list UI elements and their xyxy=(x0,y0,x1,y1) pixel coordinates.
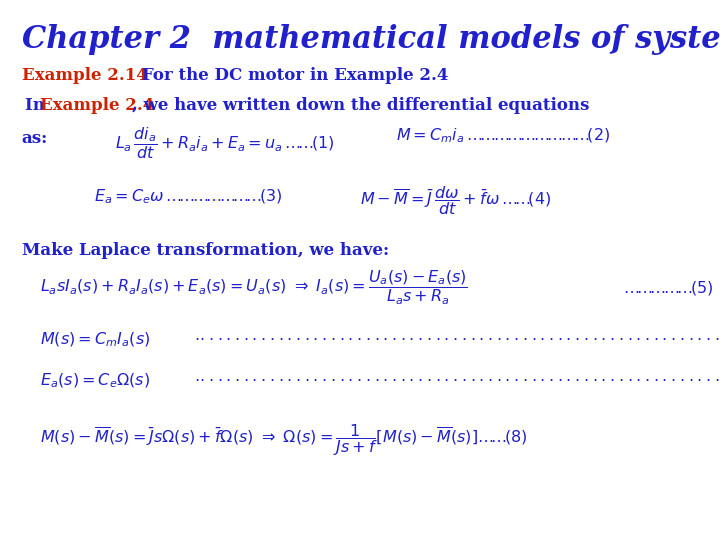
Text: $M=C_m i_a\,\ldots\!\ldots\!\ldots\!\ldots\!\ldots\!\ldots\!\ldots\!\ldots\!\ldo: $M=C_m i_a\,\ldots\!\ldots\!\ldots\!\ldo… xyxy=(396,127,611,145)
Text: Example 2.14: Example 2.14 xyxy=(22,68,148,84)
Text: $\ldots\!\ldots\!\ldots\!\ldots\!\ldots\!(5)$: $\ldots\!\ldots\!\ldots\!\ldots\!\ldots\… xyxy=(623,279,713,297)
Text: $M(s)=C_m I_a(s)$: $M(s)=C_m I_a(s)$ xyxy=(40,331,150,349)
Text: $E_a=C_e\omega\,\ldots\!\ldots\!\ldots\!\ldots\!\ldots\!\ldots\!\ldots\!(3)$: $E_a=C_e\omega\,\ldots\!\ldots\!\ldots\!… xyxy=(94,188,282,206)
Text: $\cdot\!\cdot\!\cdot\!\cdot\!\cdot\!\cdot\!\cdot\!\cdot\!\cdot\!\cdot\!\cdot\!\c: $\cdot\!\cdot\!\cdot\!\cdot\!\cdot\!\cdo… xyxy=(194,372,720,390)
Text: $\cdot\!\cdot\!\cdot\!\cdot\!\cdot\!\cdot\!\cdot\!\cdot\!\cdot\!\cdot\!\cdot\!\c: $\cdot\!\cdot\!\cdot\!\cdot\!\cdot\!\cdo… xyxy=(194,331,720,349)
Text: $M(s)-\overline{M}(s)=\bar{J}s\Omega(s)+\bar{f}\Omega(s)\ \Rightarrow\ \Omega(s): $M(s)-\overline{M}(s)=\bar{J}s\Omega(s)+… xyxy=(40,422,527,458)
Text: Example 2.4: Example 2.4 xyxy=(40,97,154,114)
Text: as:: as: xyxy=(22,130,48,146)
Text: In: In xyxy=(25,97,51,114)
Text: $L_a\,\dfrac{di_a}{dt}+R_a i_a+E_a=u_a\,\ldots\!\ldots\!(1)$: $L_a\,\dfrac{di_a}{dt}+R_a i_a+E_a=u_a\,… xyxy=(115,125,335,161)
Text: Chapter 2  mathematical models of systems: Chapter 2 mathematical models of systems xyxy=(22,24,720,55)
Text: $E_a(s)=C_e\Omega(s)$: $E_a(s)=C_e\Omega(s)$ xyxy=(40,372,150,390)
Text: For the DC motor in Example 2.4: For the DC motor in Example 2.4 xyxy=(119,68,448,84)
Text: $M-\overline{M}=\bar{J}\,\dfrac{d\omega}{dt}+\bar{f}\omega\,\ldots\!\ldots\!(4)$: $M-\overline{M}=\bar{J}\,\dfrac{d\omega}… xyxy=(360,184,551,218)
Text: $L_a sI_a(s)+R_a I_a(s)+E_a(s)=U_a(s)\ \Rightarrow\ I_a(s)=\dfrac{U_a(s)-E_a(s)}: $L_a sI_a(s)+R_a I_a(s)+E_a(s)=U_a(s)\ \… xyxy=(40,268,467,307)
Text: Make Laplace transformation, we have:: Make Laplace transformation, we have: xyxy=(22,242,389,259)
Text: , we have written down the differential equations: , we have written down the differential … xyxy=(132,97,589,114)
